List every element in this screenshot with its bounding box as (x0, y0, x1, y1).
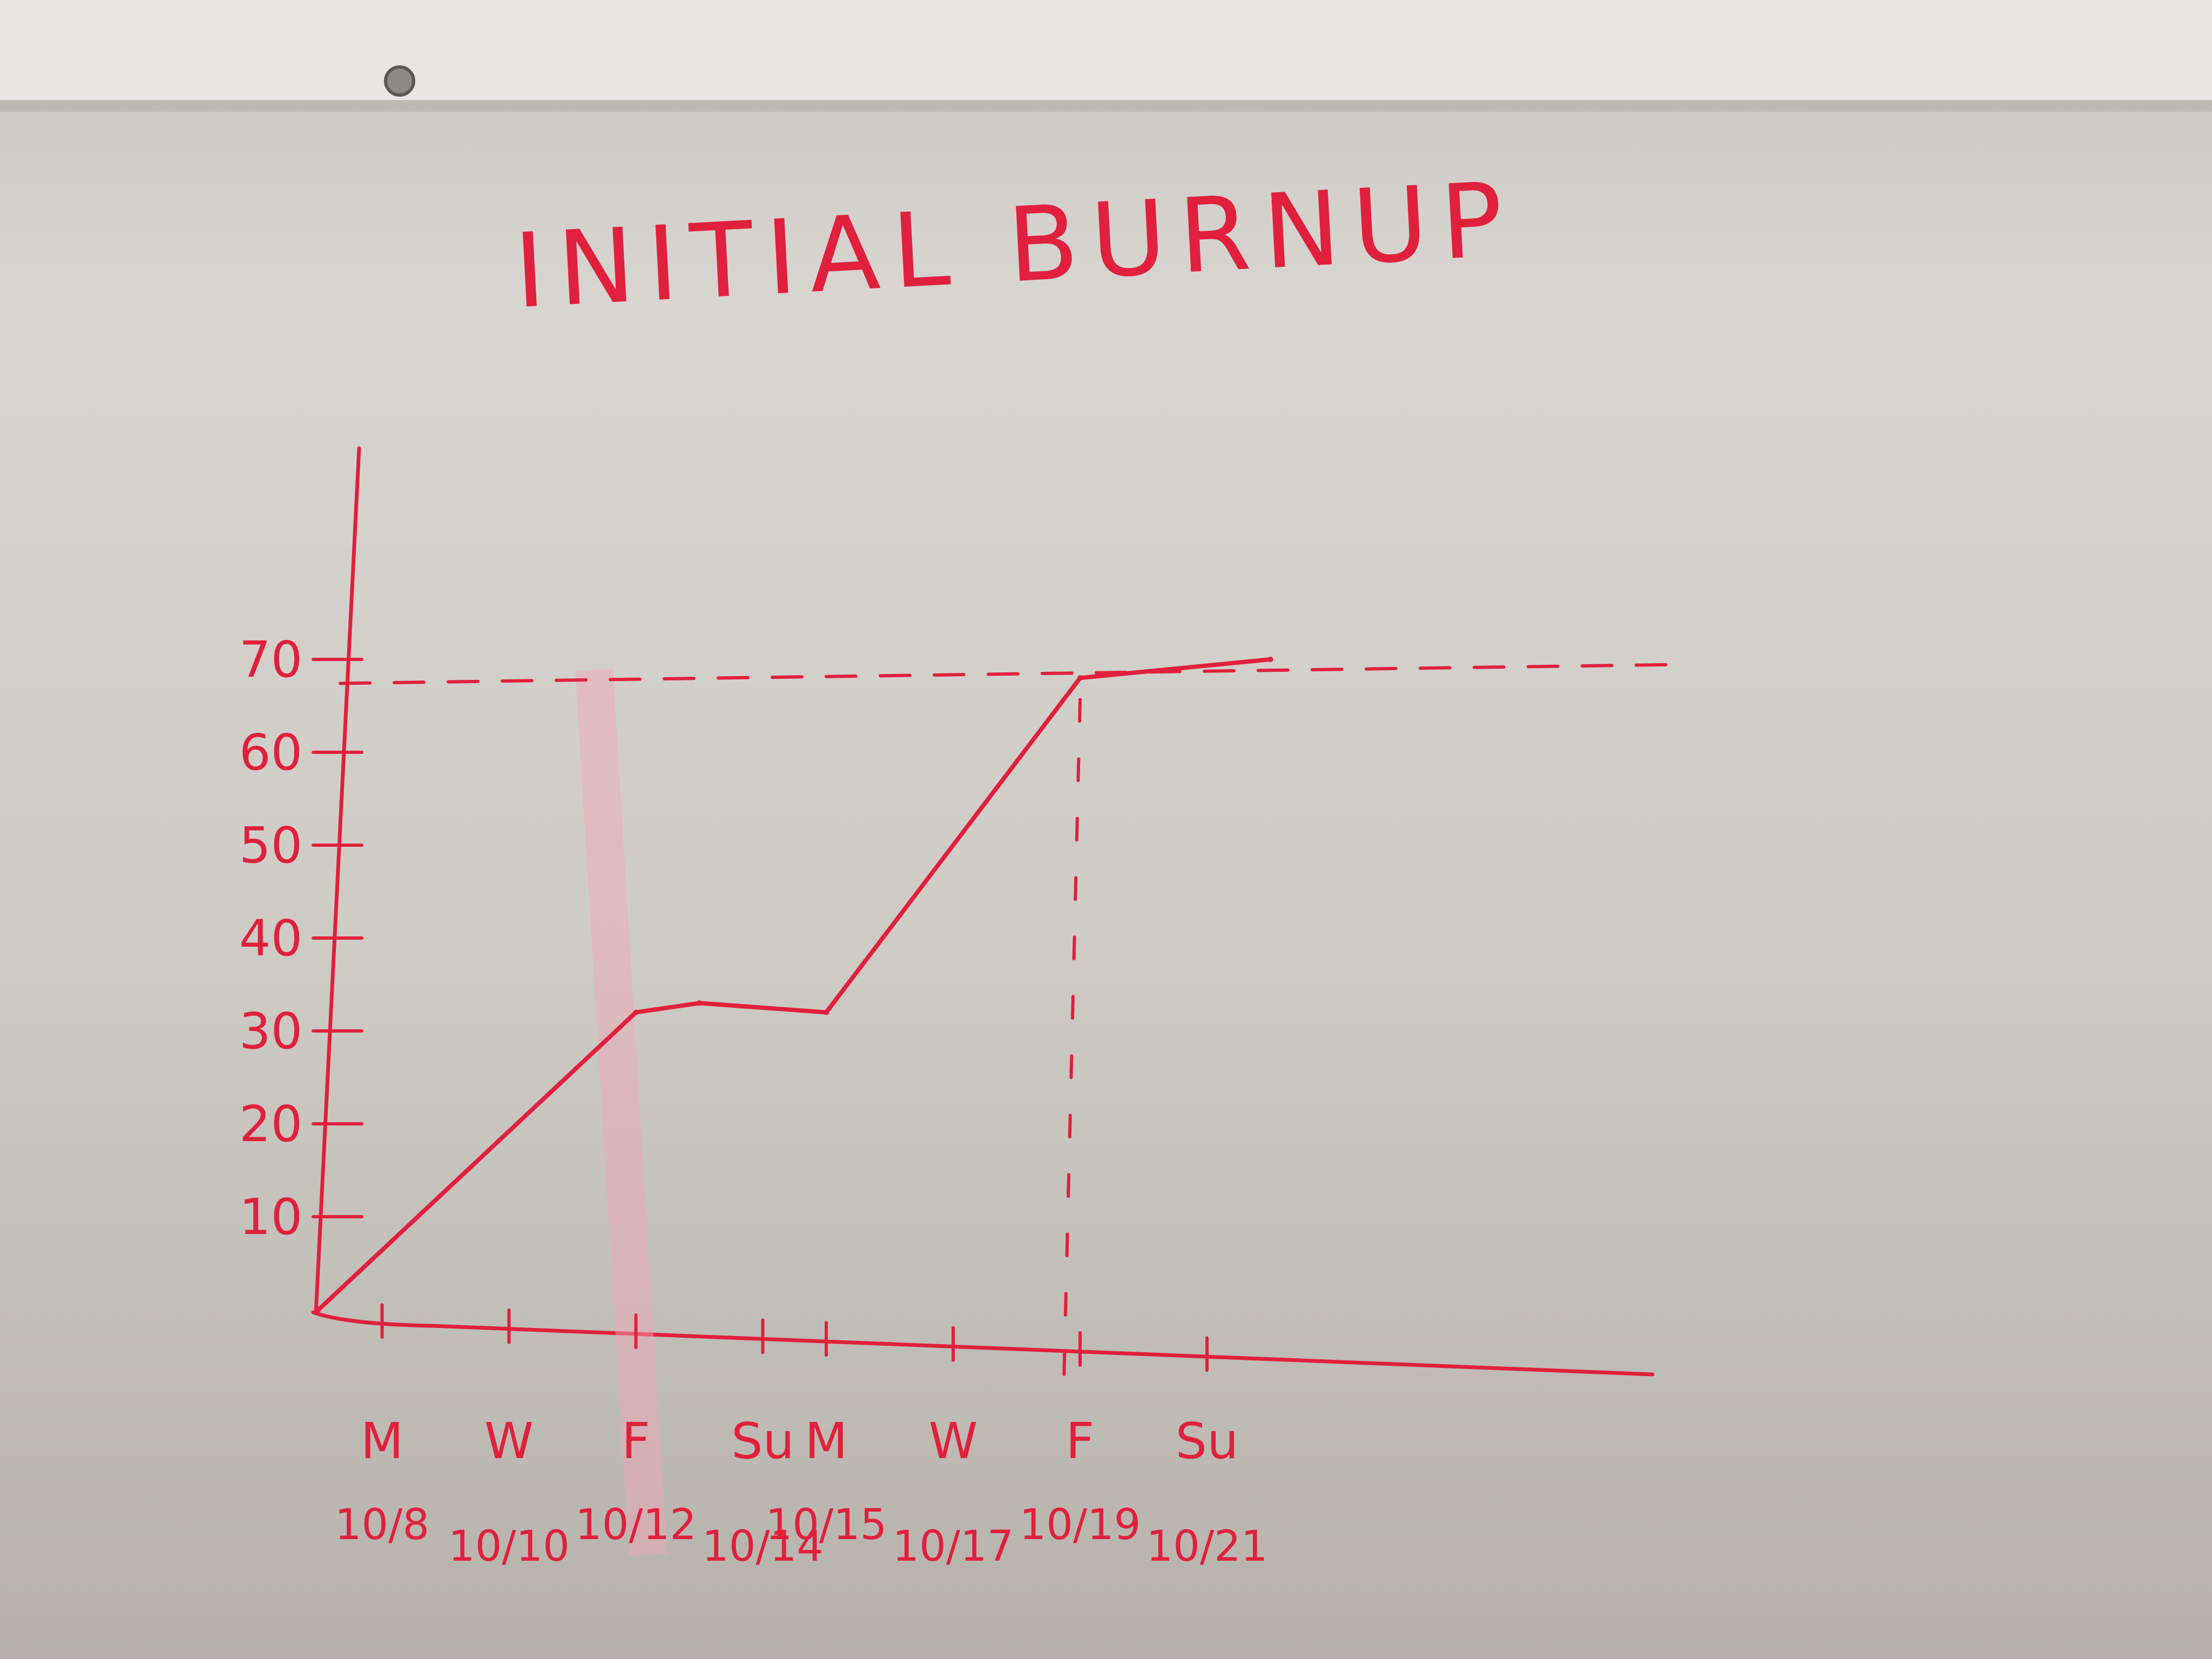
series-point (1267, 657, 1273, 662)
series-point (316, 1307, 321, 1312)
x-tick-day: F (622, 1412, 650, 1470)
x-tick-date: 10/10 (448, 1522, 570, 1571)
x-tick-day: W (929, 1412, 978, 1470)
x-tick-date: 10/17 (893, 1522, 1014, 1571)
x-tick-date: 10/19 (1020, 1501, 1141, 1549)
series-point (633, 1009, 639, 1015)
highlight-stripe (575, 668, 667, 1557)
series-points (316, 657, 1273, 1312)
series-line (316, 657, 1273, 1312)
x-tick-day: Su (731, 1412, 794, 1470)
y-tick-label: 30 (239, 1002, 302, 1060)
y-axis (314, 446, 361, 1314)
board-rail-edge (0, 100, 2212, 112)
y-tick-label: 60 (239, 724, 302, 781)
y-tick-label: 40 (239, 909, 302, 967)
x-ticks: M 10/8 W 10/10 F 10/12 Su 10/14 M 10/15 W 10/17 F 10/… (335, 1303, 1268, 1571)
x-tick-date: 10/14 (702, 1522, 824, 1571)
x-tick-date: 10/21 (1147, 1522, 1268, 1571)
target-date-line (1062, 698, 1082, 1384)
y-ticks: 10 20 30 40 50 60 70 (239, 631, 363, 1246)
x-tick-date: 10/12 (575, 1501, 697, 1549)
x-tick-date: 10/15 (766, 1501, 887, 1549)
screw-icon (384, 65, 415, 97)
x-tick-day: M (361, 1412, 403, 1470)
y-tick-label: 50 (239, 817, 302, 874)
series-point (824, 1009, 829, 1015)
x-tick-date: 10/8 (335, 1501, 429, 1549)
y-tick-label: 70 (239, 631, 302, 689)
x-tick-day: Su (1176, 1412, 1239, 1470)
series-point (1077, 675, 1083, 681)
x-axis (311, 1310, 1655, 1377)
x-tick-day: F (1066, 1412, 1095, 1470)
target-line (339, 663, 1687, 685)
chart-title: INITIAL BURNUP (511, 160, 1519, 332)
x-tick-day: W (484, 1412, 534, 1470)
board-rail (0, 0, 2212, 103)
y-tick-label: 10 (239, 1188, 302, 1246)
x-tick-day: M (805, 1412, 847, 1470)
y-tick-label: 20 (239, 1095, 302, 1153)
series-point (697, 1000, 702, 1006)
